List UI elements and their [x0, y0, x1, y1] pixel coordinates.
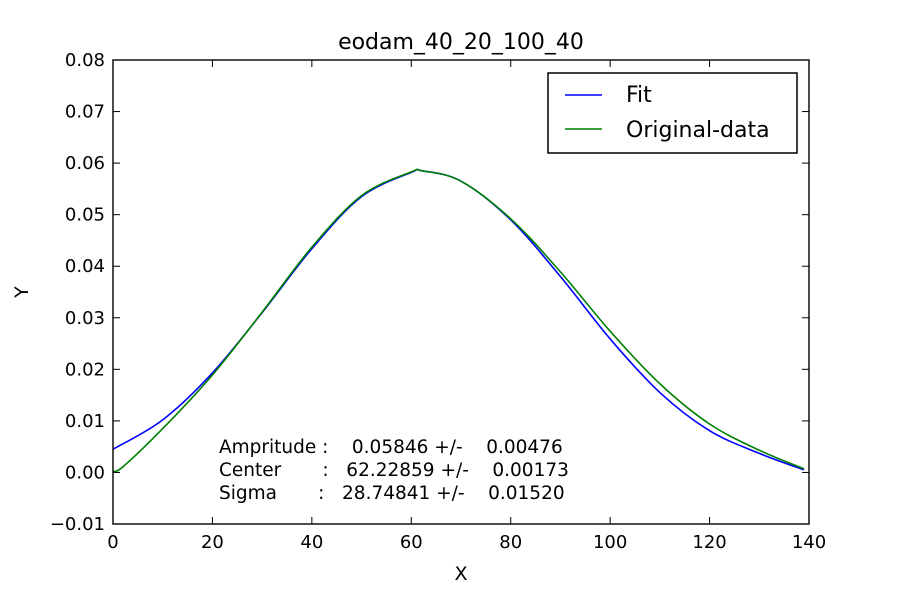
ticks: 0 20 40 60 80 100 120 140 −0.01 0.00 0.01 0.02 0.03 0… [50, 50, 826, 553]
x-tick-label: 140 [792, 532, 826, 553]
x-tick-label: 80 [499, 532, 522, 553]
annotation-center: Center : 62.22859 +/- 0.00173 [219, 460, 569, 481]
x-tick-label: 100 [593, 532, 627, 553]
annotation-sigma: Sigma : 28.74841 +/- 0.01520 [219, 483, 565, 504]
x-tick-label: 40 [300, 532, 323, 553]
x-tick-label: 60 [400, 532, 423, 553]
x-tick-label: 0 [107, 532, 118, 553]
y-tick-label: 0.06 [65, 153, 105, 174]
series-layer [112, 168, 805, 473]
y-axis-label: Y [11, 286, 33, 299]
y-tick-label: 0.05 [65, 205, 105, 226]
y-tick-label: 0.08 [65, 50, 105, 71]
axes-frame [112, 59, 810, 525]
legend-label-fit: Fit [626, 83, 652, 108]
y-tick-label: 0.02 [65, 359, 105, 380]
series-line-original-data [112, 168, 805, 473]
x-tick-label: 120 [692, 532, 726, 553]
annotation-amplitude: Ampritude : 0.05846 +/- 0.00476 [219, 437, 563, 458]
legend: Fit Original-data [547, 72, 798, 154]
y-tick-label: 0.07 [65, 102, 105, 123]
legend-frame [547, 72, 798, 154]
y-tick-label: −0.01 [50, 514, 105, 535]
y-tick-label: 0.04 [65, 256, 105, 277]
chart-title: eodam_40_20_100_40 [338, 30, 584, 55]
y-tick-label: 0.01 [65, 411, 105, 432]
x-tick-label: 20 [201, 532, 224, 553]
fit-annotation: Ampritude : 0.05846 +/- 0.00476 Center :… [219, 437, 569, 504]
y-tick-label: 0.00 [65, 462, 105, 483]
axes [112, 59, 810, 525]
y-tick-label: 0.03 [65, 308, 105, 329]
legend-label-original-data: Original-data [626, 118, 770, 143]
x-axis-label: X [454, 563, 467, 585]
